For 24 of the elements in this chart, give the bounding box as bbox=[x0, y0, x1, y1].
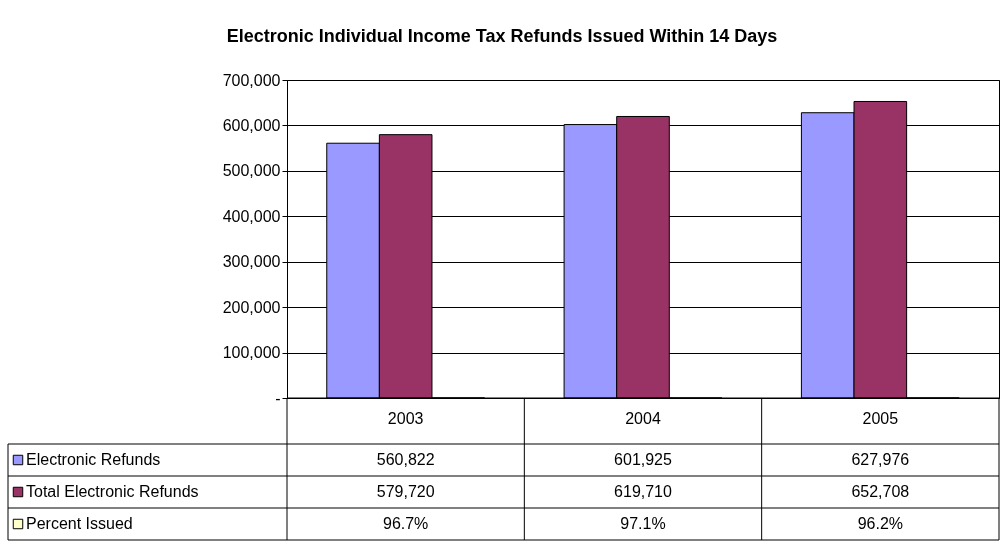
x-tick-label: 2004 bbox=[625, 409, 661, 427]
data-label: 560,822 bbox=[376, 451, 435, 468]
legend-label: Percent Issued bbox=[26, 515, 133, 532]
y-tick-label: 600,000 bbox=[222, 116, 281, 134]
data-label: 652,708 bbox=[851, 483, 910, 500]
data-label: 96.2% bbox=[857, 515, 904, 532]
y-tick-label: 100,000 bbox=[222, 344, 281, 362]
x-tick-label: 2003 bbox=[387, 409, 424, 427]
x-tick-label: 2005 bbox=[862, 409, 899, 427]
data-label: 96.7% bbox=[382, 515, 429, 532]
data-label: 619,710 bbox=[614, 483, 673, 500]
legend-label: Electronic Refunds bbox=[26, 451, 161, 468]
y-tick-label: 200,000 bbox=[222, 298, 281, 316]
y-tick-label: 400,000 bbox=[222, 207, 281, 225]
data-label: 97.1% bbox=[620, 515, 666, 532]
y-tick-label: 700,000 bbox=[222, 71, 281, 89]
data-label: 627,976 bbox=[851, 451, 910, 468]
y-tick-label: 500,000 bbox=[222, 162, 281, 180]
chart-title: Electronic Individual Income Tax Refunds Issued Within 14 Days bbox=[226, 26, 778, 46]
legend-label: Total Electronic Refunds bbox=[26, 483, 199, 500]
y-tick-label: 300,000 bbox=[222, 253, 281, 271]
data-label: 601,925 bbox=[614, 451, 673, 468]
data-label: 579,720 bbox=[376, 483, 435, 500]
y-tick-label: - bbox=[275, 389, 281, 407]
